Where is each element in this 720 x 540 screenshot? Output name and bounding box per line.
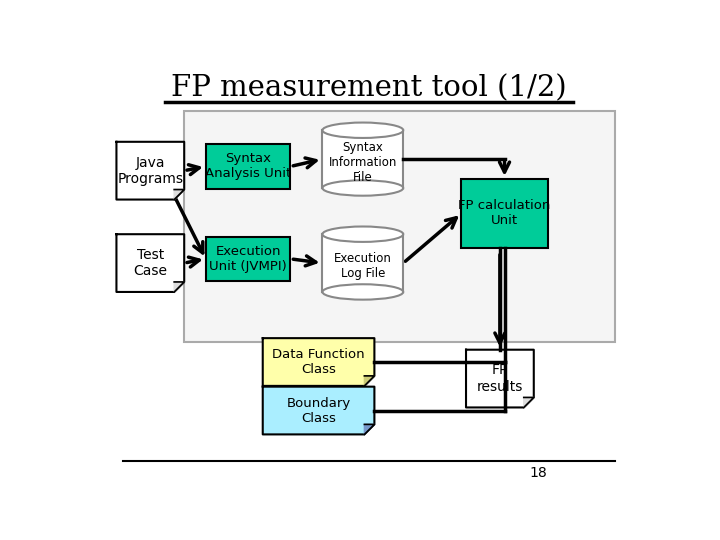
Text: 18: 18	[529, 466, 547, 480]
Text: Execution
Log File: Execution Log File	[334, 252, 392, 280]
Text: FP
results: FP results	[477, 363, 523, 394]
Text: Data Function
Class: Data Function Class	[272, 348, 365, 376]
Polygon shape	[523, 397, 534, 408]
Polygon shape	[466, 350, 534, 408]
Polygon shape	[117, 142, 184, 200]
FancyBboxPatch shape	[462, 179, 548, 248]
Text: FP calculation
Unit: FP calculation Unit	[459, 199, 551, 227]
FancyBboxPatch shape	[206, 144, 290, 189]
FancyBboxPatch shape	[206, 237, 290, 281]
FancyBboxPatch shape	[184, 111, 616, 342]
Ellipse shape	[323, 226, 403, 242]
Text: Java
Programs: Java Programs	[117, 156, 184, 186]
Polygon shape	[263, 387, 374, 434]
Text: Execution
Unit (JVMPI): Execution Unit (JVMPI)	[210, 245, 287, 273]
Polygon shape	[323, 130, 403, 188]
Ellipse shape	[323, 180, 403, 195]
Ellipse shape	[323, 284, 403, 300]
Ellipse shape	[323, 123, 403, 138]
Text: FP measurement tool (1/2): FP measurement tool (1/2)	[171, 74, 567, 102]
Polygon shape	[174, 282, 184, 292]
Text: Boundary
Class: Boundary Class	[287, 396, 351, 424]
Polygon shape	[174, 190, 184, 200]
Polygon shape	[323, 234, 403, 292]
Text: Test
Case: Test Case	[133, 248, 167, 278]
Text: Syntax
Analysis Unit: Syntax Analysis Unit	[205, 152, 291, 180]
Polygon shape	[263, 338, 374, 386]
Polygon shape	[364, 376, 374, 386]
Polygon shape	[364, 424, 374, 434]
Polygon shape	[117, 234, 184, 292]
Text: Syntax
Information
File: Syntax Information File	[328, 141, 397, 184]
